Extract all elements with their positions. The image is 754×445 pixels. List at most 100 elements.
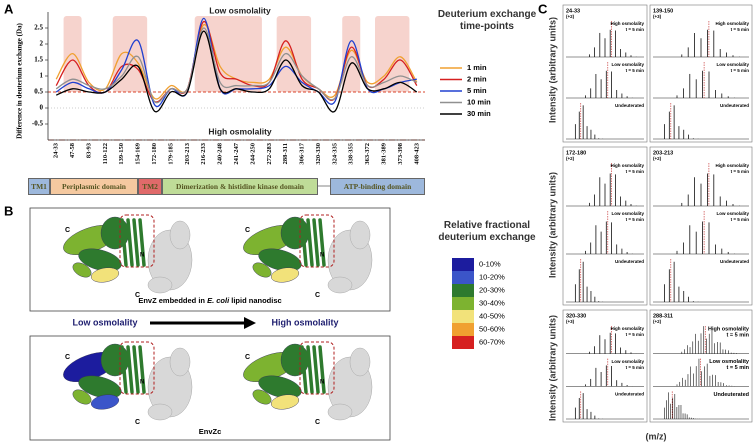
legend-label: 20-30%	[479, 285, 505, 294]
caption-part: E. coli	[207, 296, 230, 305]
protein-region	[78, 375, 122, 399]
helix	[300, 345, 308, 394]
highlight-region	[194, 16, 262, 92]
protein-structure: C C N	[63, 341, 193, 426]
protein-structure: C C N	[63, 214, 193, 299]
x-tick-label: 306-317	[299, 142, 306, 164]
protein-structure: C C N	[243, 341, 373, 426]
condition-label: t = 5 min	[626, 332, 645, 337]
condition-label: Undeuterated	[615, 103, 644, 108]
y-tick-label: 1.5	[34, 56, 43, 64]
helix	[312, 218, 320, 267]
terminus-label: C	[65, 227, 70, 234]
legend-swatch	[452, 258, 474, 271]
highlight-box	[299, 341, 335, 395]
panel-label: B	[4, 203, 13, 218]
condition-label: Undeuterated	[720, 103, 749, 108]
condition-label: t = 5 min	[731, 217, 750, 222]
condition-label: t = 5 min	[626, 365, 645, 370]
x-tick-label: 139-150	[118, 143, 125, 165]
protein-region	[252, 262, 272, 278]
helix	[318, 218, 326, 267]
terminus-label: N	[320, 380, 324, 386]
protein-region	[270, 267, 300, 283]
protein-region	[327, 403, 353, 421]
legend-title: Deuterium exchange time-points	[437, 9, 537, 32]
x-axis-label: (m/z)	[646, 431, 667, 441]
structure-frame	[29, 335, 391, 441]
protein-region	[147, 403, 173, 421]
condition-label: High osmolality	[715, 21, 749, 26]
condition-label: Undeuterated	[720, 259, 749, 264]
spectrum-frame	[649, 4, 753, 143]
terminus-label: C	[315, 419, 320, 426]
condition-label: Low osmolality	[72, 317, 137, 327]
domain-block: Dimerization & histidine kinase domain	[162, 178, 318, 195]
terminus-label: C	[245, 354, 250, 361]
spectrum-frame	[649, 309, 753, 423]
x-tick-label: 203-213	[184, 142, 191, 164]
highlight-region	[276, 16, 312, 92]
helix	[126, 345, 134, 394]
domain-block: TM2	[138, 178, 162, 195]
x-tick-label: 244-250	[249, 143, 256, 165]
y-axis-label: Intensity (arbitrary units)	[547, 172, 557, 278]
legend-label: 10-20%	[479, 272, 505, 281]
condition-label: Undeuterated	[714, 392, 749, 398]
x-tick-label: 324-335	[331, 142, 338, 164]
protein-region	[349, 347, 371, 377]
legend-swatch	[452, 323, 474, 336]
legend-label: 10 min	[467, 97, 491, 106]
helix	[120, 345, 128, 394]
helix	[126, 218, 134, 267]
legend-swatch	[452, 310, 474, 323]
y-axis-label: Intensity (arbitrary units)	[547, 315, 557, 421]
peptide-label: 139-150	[653, 8, 673, 14]
series-line	[55, 27, 418, 104]
protein-region	[90, 267, 120, 283]
legend-label: 5 min	[467, 86, 487, 95]
x-tick-label: 320-330	[315, 143, 322, 165]
x-tick-label: 83-93	[85, 142, 92, 158]
x-tick-label: 110-122	[102, 143, 109, 164]
domain-block: TM1	[28, 178, 50, 195]
legend-label: 40-50%	[479, 311, 505, 320]
highlight-box	[299, 214, 335, 268]
condition-label: t = 5 min	[626, 27, 645, 32]
structure-frame	[29, 207, 391, 312]
series-line	[55, 30, 418, 113]
series-line	[55, 20, 418, 103]
helix	[306, 345, 314, 394]
protein-region	[349, 220, 371, 250]
peptide-label: 203-213	[653, 150, 673, 156]
protein-region	[90, 394, 120, 410]
condition-label: Undeuterated	[615, 259, 644, 264]
panel-label: C	[538, 1, 548, 16]
y-axis-label: Intensity (arbitrary units)	[547, 17, 557, 123]
caption: EnvZc	[199, 427, 222, 436]
legend-swatch	[452, 297, 474, 310]
caption: EnvZ embedded in E. coli lipid nanodisc	[138, 296, 281, 305]
helix	[300, 218, 308, 267]
x-tick-label: 373-398	[397, 142, 404, 164]
legend-title: Relative fractional deuterium exchange	[438, 220, 536, 243]
protein-region	[169, 347, 191, 377]
x-tick-label: 216-233	[200, 142, 207, 164]
condition-label: Low osmolality	[716, 211, 749, 216]
condition-label: Low osmolality	[709, 359, 750, 365]
legend-label: 50-60%	[479, 324, 505, 333]
helix	[312, 345, 320, 394]
protein-region	[72, 262, 92, 278]
helix	[306, 218, 314, 267]
condition-label: High osmolality	[271, 317, 338, 327]
domain-block: ATP-binding domain	[330, 178, 425, 195]
charge-label: (+2)	[566, 14, 575, 19]
peptide-label: 288-311	[653, 313, 673, 319]
spectrum-frame	[562, 4, 648, 143]
legend-swatch	[452, 336, 474, 349]
helix	[132, 345, 140, 394]
x-tick-label: 408-423	[413, 142, 420, 164]
protein-region	[252, 389, 272, 405]
highlight-box	[119, 214, 155, 268]
condition-label: Undeuterated	[615, 392, 644, 397]
